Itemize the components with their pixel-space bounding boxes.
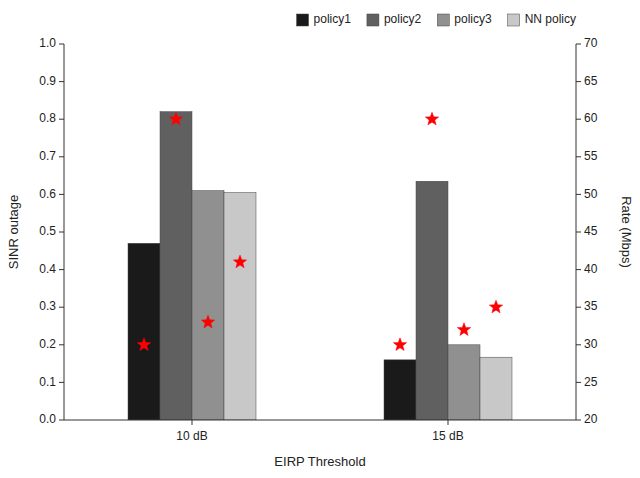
legend-label: policy1 — [314, 12, 352, 26]
y-tick-label: 0.1 — [39, 375, 56, 389]
x-axis-label: EIRP Threshold — [274, 454, 365, 469]
chart: 0.0 0.1 0.2 0.3 0.4 0.5 0.6 0.7 0.8 0.9 1.0 20 25 30 3… — [0, 0, 640, 478]
y-tick — [59, 119, 64, 120]
y2-tick — [576, 307, 581, 308]
bar — [128, 243, 160, 420]
bar — [192, 191, 224, 420]
legend-swatch — [297, 14, 309, 26]
y-tick — [59, 194, 64, 195]
y-tick-label: 0.9 — [39, 74, 56, 88]
y-tick-label: 0.4 — [39, 262, 56, 276]
x-tick-label: 15 dB — [432, 429, 463, 443]
bar — [224, 193, 256, 420]
y2-tick — [576, 194, 581, 195]
y2-tick-label: 35 — [584, 299, 598, 313]
bar — [416, 181, 448, 420]
y-tick-label: 0.0 — [39, 412, 56, 426]
y-tick-label: 0.3 — [39, 299, 56, 313]
legend-swatch — [508, 14, 520, 26]
star-marker — [169, 112, 182, 125]
y2-tick-label: 45 — [584, 224, 598, 238]
y2-tick-label: 25 — [584, 375, 598, 389]
legend-item: policy2 — [367, 12, 422, 26]
star-marker — [201, 315, 214, 328]
y-tick — [59, 81, 64, 82]
bar — [448, 345, 480, 420]
legend-swatch — [367, 14, 379, 26]
marks — [128, 112, 512, 420]
x-tick-label: 10 dB — [176, 429, 207, 443]
legend-label: policy2 — [384, 12, 422, 26]
y-tick — [59, 420, 64, 421]
star-marker — [425, 112, 438, 125]
y-tick — [59, 232, 64, 233]
y2-tick — [576, 156, 581, 157]
y2-tick — [576, 119, 581, 120]
y-tick-label: 0.7 — [39, 149, 56, 163]
y2-tick — [576, 269, 581, 270]
y-tick-label: 0.8 — [39, 111, 56, 125]
y2-tick — [576, 44, 581, 45]
y2-tick — [576, 344, 581, 345]
legend-swatch — [437, 14, 449, 26]
legend-label: NN policy — [525, 12, 576, 26]
legend-item: policy1 — [297, 12, 352, 26]
y2-tick-label: 40 — [584, 262, 598, 276]
y2-tick-label: 70 — [584, 36, 598, 50]
y-tick — [59, 156, 64, 157]
star-marker — [233, 255, 246, 268]
y2-tick-label: 65 — [584, 74, 598, 88]
star-marker — [137, 338, 150, 351]
x-tick — [448, 420, 449, 425]
y2-tick-label: 20 — [584, 412, 598, 426]
legend-label: policy3 — [454, 12, 492, 26]
star-marker — [489, 300, 502, 313]
legend: policy1 policy2 policy3 NN policy — [297, 12, 576, 26]
y-axis-label: SINR outage — [6, 195, 21, 269]
y-tick — [59, 344, 64, 345]
x-tick — [192, 420, 193, 425]
star-marker — [393, 338, 406, 351]
y-tick-label: 0.2 — [39, 337, 56, 351]
y-tick — [59, 382, 64, 383]
y2-tick — [576, 232, 581, 233]
y-tick-label: 0.6 — [39, 187, 56, 201]
y2-tick-label: 50 — [584, 187, 598, 201]
y-tick-label: 1.0 — [39, 36, 56, 50]
y-tick — [59, 44, 64, 45]
bar — [480, 357, 512, 420]
y2-tick — [576, 420, 581, 421]
y2-axis-label: Rate (Mbps) — [619, 196, 634, 268]
y2-tick-label: 30 — [584, 337, 598, 351]
axes: 0.0 0.1 0.2 0.3 0.4 0.5 0.6 0.7 0.8 0.9 1.0 20 25 30 3… — [39, 36, 597, 443]
y-tick — [59, 269, 64, 270]
x-axis-line — [64, 420, 576, 421]
chart-container: 0.0 0.1 0.2 0.3 0.4 0.5 0.6 0.7 0.8 0.9 1.0 20 25 30 3… — [0, 0, 640, 478]
y2-tick — [576, 81, 581, 82]
star-marker — [457, 323, 470, 336]
bar — [160, 112, 192, 420]
legend-item: policy3 — [437, 12, 492, 26]
y2-tick — [576, 382, 581, 383]
bar — [384, 360, 416, 420]
legend-item: NN policy — [508, 12, 576, 26]
y-tick-label: 0.5 — [39, 224, 56, 238]
y2-tick-label: 60 — [584, 111, 598, 125]
y-tick — [59, 307, 64, 308]
y2-tick-label: 55 — [584, 149, 598, 163]
